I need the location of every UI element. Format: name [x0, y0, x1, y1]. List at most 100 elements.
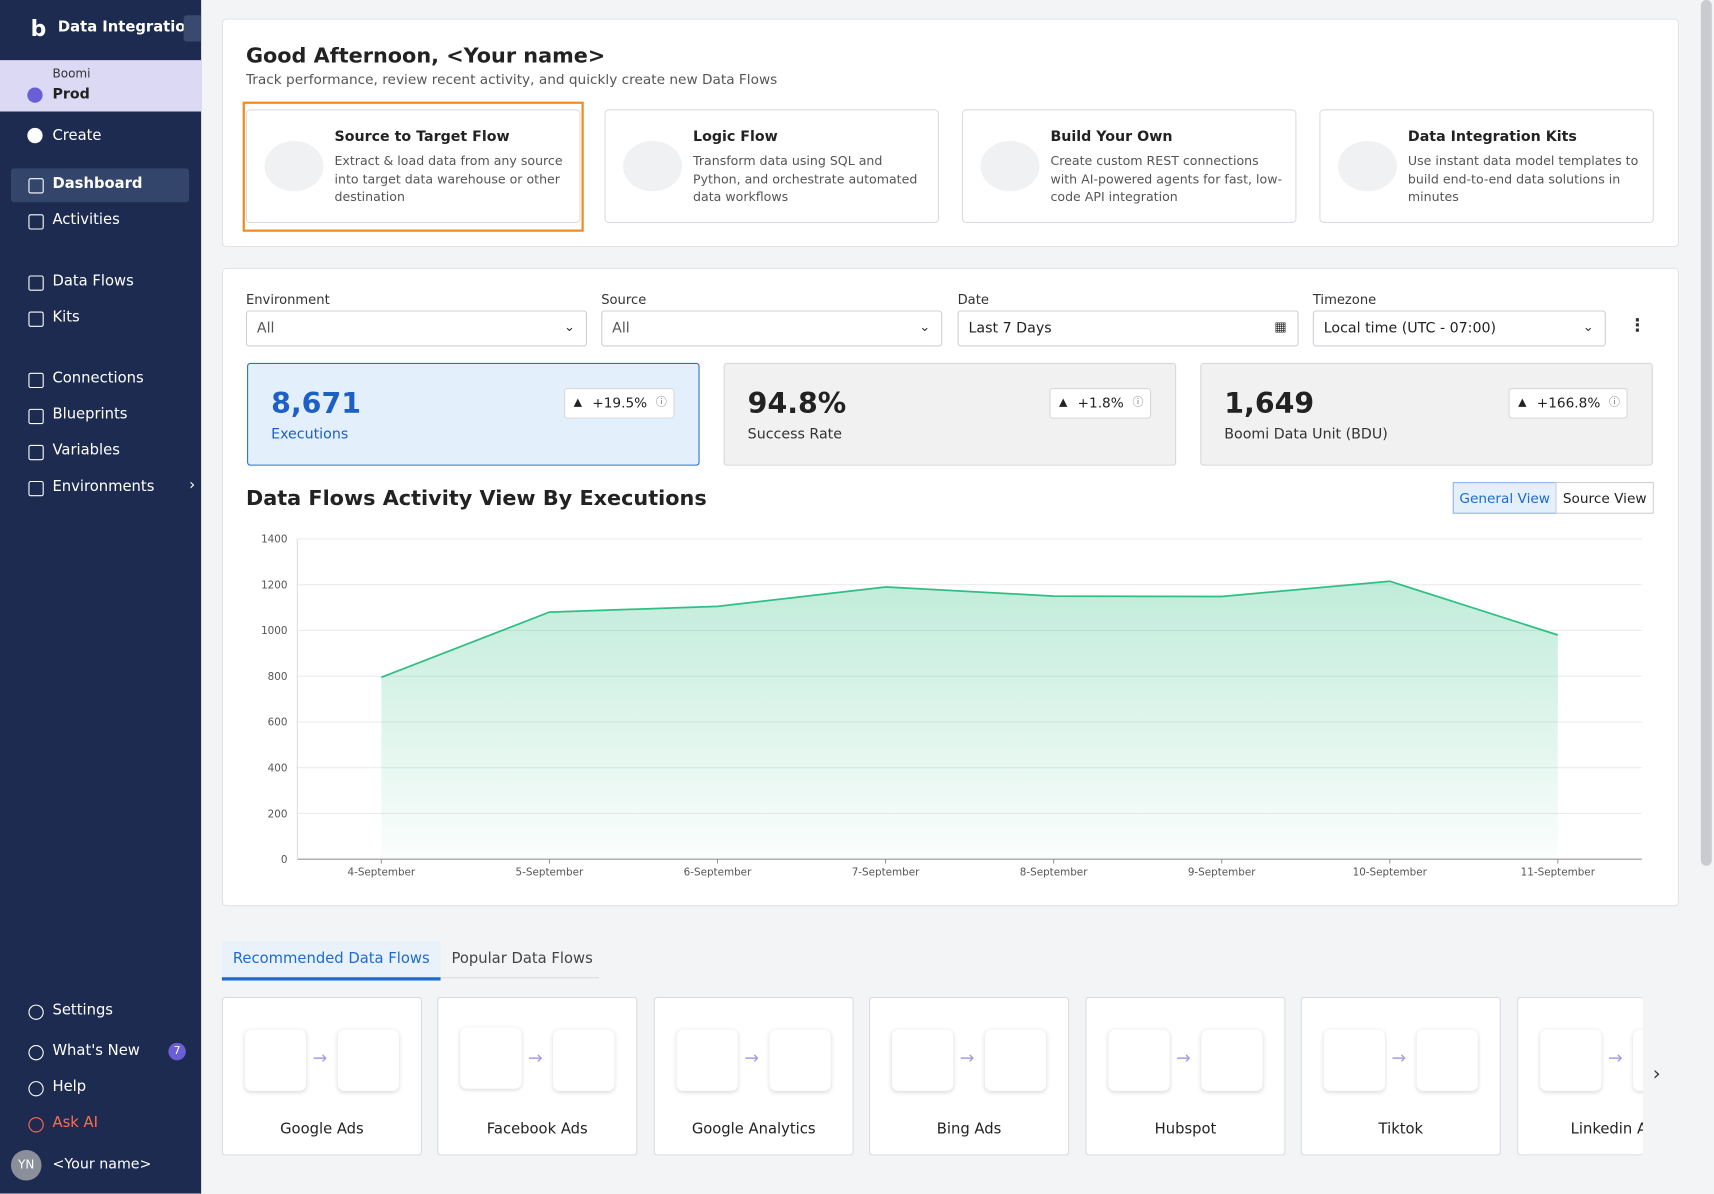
collapse-button[interactable] — [183, 15, 202, 42]
x-tick-label: 10-September — [1353, 867, 1428, 879]
filter-input[interactable]: All ⌄ — [601, 310, 943, 347]
target-icon — [337, 1029, 399, 1091]
flow-name: Google Analytics — [691, 1120, 816, 1138]
tab[interactable]: Popular Data Flows — [451, 949, 593, 968]
menu-item[interactable]: Connections — [52, 369, 144, 387]
arrow: → — [959, 1047, 975, 1068]
target-icon — [984, 1029, 1047, 1091]
x-tick-label: 4-September — [348, 867, 416, 879]
card-title: Build Your Own — [1050, 128, 1173, 146]
flow-name: Facebook Ads — [486, 1120, 588, 1138]
flow-type-card[interactable]: Build Your Own Create custom REST connect… — [961, 109, 1297, 223]
filter-input[interactable]: Local time (UTC - 07:00) ⌄ — [1312, 310, 1606, 347]
flow-card[interactable]: → Hubspot — [1085, 996, 1286, 1156]
kpi-label: Executions — [271, 426, 349, 443]
environment: Prod — [52, 86, 90, 103]
tab[interactable]: Recommended Data Flows — [221, 941, 441, 981]
create[interactable]: Create — [52, 126, 102, 145]
target-icon — [1416, 1029, 1478, 1091]
kpi-card: 8,671 Executions +19.5% ▲ ⓘ — [247, 362, 700, 466]
menu-icon — [28, 1045, 44, 1061]
flow-card[interactable]: → Google Analytics — [653, 996, 854, 1156]
menu-item[interactable]: Blueprints — [52, 405, 128, 424]
menu-item[interactable]: Data Flows — [52, 272, 134, 290]
menu-icon — [28, 214, 44, 230]
view-toggle[interactable]: General View — [1452, 482, 1557, 514]
source-icon — [460, 1027, 522, 1089]
menu-icon — [28, 372, 44, 389]
kpi-card: 1,649 Boomi Data Unit (BDU) +166.8% ▲ ⓘ — [1200, 362, 1653, 466]
source-icon — [1108, 1029, 1170, 1091]
selected-highlight — [242, 101, 584, 232]
arrow: → — [1607, 1047, 1623, 1068]
flow-card[interactable]: → Linkedin Ads — [1517, 996, 1643, 1156]
x-tick-label: 7-September — [852, 867, 920, 879]
card-title: Source to Target Flow — [334, 128, 510, 146]
flow-card[interactable]: → Tiktok — [1300, 996, 1501, 1156]
filter-label: Source — [601, 291, 647, 308]
brand: Data Integration — [57, 18, 196, 37]
account-switcher[interactable]: Boomi Prod — [0, 60, 202, 112]
filter-value: All — [256, 320, 275, 337]
menu-item[interactable]: What's New — [52, 1041, 140, 1060]
kpi-change: +19.5% ▲ ⓘ — [563, 388, 675, 419]
menu-item[interactable]: Kits — [52, 308, 80, 326]
arrow: → — [312, 1047, 328, 1068]
target-icon — [1201, 1029, 1263, 1091]
x-tick-label: 9-September — [1188, 867, 1256, 879]
menu-item[interactable]: Help — [52, 1077, 87, 1096]
source-icon — [244, 1029, 307, 1091]
y-tick-label: 1200 — [261, 579, 287, 591]
menu-item[interactable]: Environments — [52, 477, 155, 496]
flow-name: Linkedin Ads — [1570, 1120, 1643, 1138]
filter-input[interactable]: Last 7 Days ▦ — [957, 310, 1299, 347]
menu-item[interactable]: Dashboard — [52, 174, 143, 193]
badge: 7 — [168, 1042, 186, 1061]
kpi-value: 8,671 — [271, 388, 361, 421]
env-icon — [27, 87, 43, 103]
avatar: YN — [10, 1149, 42, 1181]
filter-label: Environment — [245, 291, 330, 308]
info-icon: ⓘ — [1132, 396, 1144, 409]
card-icon — [264, 141, 324, 192]
sidebar: b Data Integration Boomi Prod Create YN … — [0, 0, 202, 1194]
chart-title: Data Flows Activity View By Executions — [245, 486, 707, 511]
card-icon — [980, 141, 1040, 192]
flow-card[interactable]: → Facebook Ads — [437, 996, 638, 1156]
target-icon — [553, 1029, 615, 1091]
subtitle: Track performance, review recent activit… — [245, 71, 778, 88]
flow-type-card[interactable]: Logic Flow Transform data using SQL and P… — [604, 109, 939, 223]
flow-type-card[interactable]: Source to Target Flow Extract & load data… — [245, 109, 581, 223]
chevron: › — [189, 476, 196, 495]
card-icon — [623, 141, 683, 192]
filter-input[interactable]: All ⌄ — [245, 310, 588, 347]
filter-value: All — [612, 320, 630, 337]
greeting: Good Afternoon, <Your name> — [245, 43, 606, 68]
view-toggle[interactable]: Source View — [1555, 482, 1654, 514]
flow-name: Hubspot — [1154, 1120, 1217, 1138]
user-name[interactable]: <Your name> — [52, 1156, 152, 1173]
menu-icon — [28, 408, 44, 425]
filter-label: Timezone — [1312, 291, 1377, 308]
y-tick-label: 1000 — [261, 625, 287, 637]
flow-card[interactable]: → Bing Ads — [869, 996, 1070, 1156]
menu-item[interactable]: Variables — [52, 441, 120, 460]
arrow: → — [527, 1047, 543, 1068]
flow-type-card[interactable]: Data Integration Kits Use instant data mo… — [1319, 109, 1654, 223]
flow-card[interactable]: → Google Ads — [221, 996, 422, 1156]
menu-item[interactable]: Ask AI — [52, 1113, 98, 1132]
dropdown-caret: ⌄ — [919, 319, 931, 335]
scrollbar[interactable] — [1700, 0, 1712, 866]
more-menu[interactable]: ⋮ — [1628, 314, 1647, 336]
info-icon: ⓘ — [1609, 396, 1620, 409]
carousel-next[interactable]: › — [1652, 1062, 1661, 1086]
menu-item[interactable]: Settings — [52, 1001, 114, 1019]
account: Boomi — [52, 66, 91, 81]
flow-name: Bing Ads — [936, 1120, 1002, 1138]
card-title: Data Integration Kits — [1407, 128, 1577, 146]
arrow: → — [1176, 1047, 1191, 1068]
menu-item[interactable]: Activities — [52, 210, 120, 229]
arrow: → — [1391, 1047, 1407, 1068]
dropdown-caret: ⌄ — [1582, 319, 1594, 335]
